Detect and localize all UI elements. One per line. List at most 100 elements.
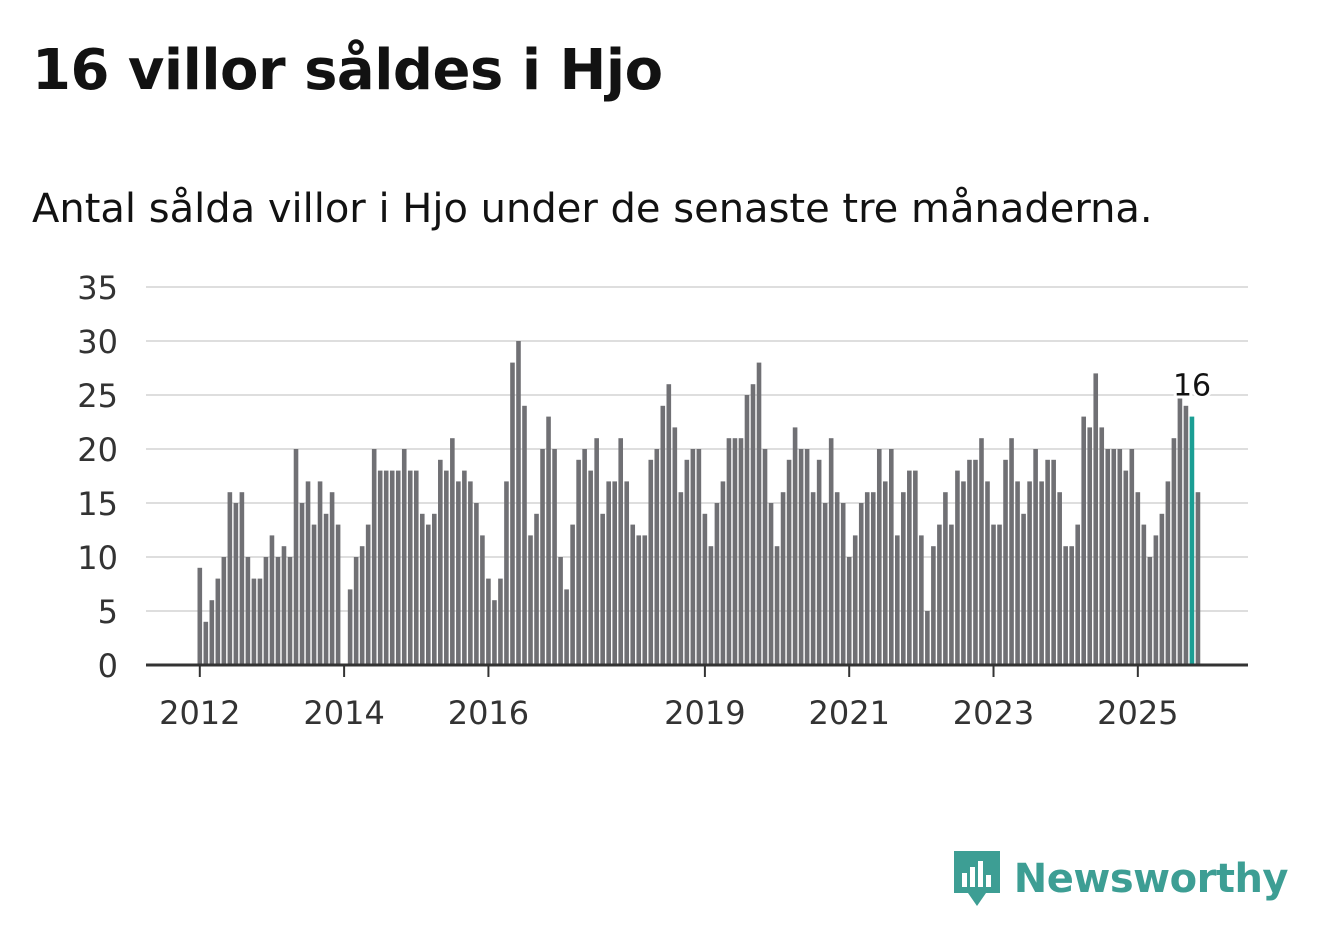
bar	[1051, 459, 1056, 665]
bar	[1099, 427, 1105, 665]
bar	[1033, 449, 1038, 665]
y-tick-label-5: 5	[98, 593, 118, 631]
x-axis-tick-labels: 2012 2014 2016 2019 2021 2023 2025	[159, 665, 1179, 732]
bar	[1093, 373, 1099, 665]
bar	[882, 481, 888, 665]
highlight-marker	[1173, 365, 1192, 384]
bar	[383, 470, 389, 665]
bar	[606, 481, 611, 665]
bar	[738, 438, 744, 665]
bar	[1021, 513, 1026, 665]
bar	[925, 611, 930, 665]
bar	[816, 459, 822, 665]
y-tick-label-0: 0	[98, 647, 118, 685]
bar	[979, 438, 984, 665]
bar	[1075, 524, 1080, 665]
bar	[792, 427, 798, 665]
bar	[347, 589, 353, 665]
bar	[810, 492, 816, 665]
bar	[708, 546, 714, 665]
bar	[919, 535, 924, 665]
chart-subtitle: Antal sålda villor i Hjo under de senast…	[32, 186, 1153, 232]
y-tick-label-20: 20	[77, 431, 118, 469]
bar	[961, 481, 966, 665]
bar	[726, 438, 732, 665]
bar	[907, 470, 912, 665]
bar	[468, 481, 473, 665]
bar	[937, 524, 942, 665]
bar	[780, 492, 786, 665]
bar	[582, 449, 587, 665]
bar	[450, 438, 455, 665]
bar	[317, 481, 323, 665]
bar	[1015, 481, 1020, 665]
bar	[419, 513, 425, 665]
x-tick-label-2014: 2014	[303, 694, 384, 732]
x-tick-label-2025: 2025	[1097, 694, 1178, 732]
bar	[462, 470, 467, 665]
bar	[864, 492, 870, 665]
bar	[576, 459, 581, 665]
bar	[985, 481, 990, 665]
bar	[1063, 546, 1068, 665]
bar	[750, 384, 756, 665]
bar	[774, 546, 780, 665]
bar	[407, 470, 413, 665]
bar	[973, 459, 978, 665]
bar	[209, 600, 215, 665]
bar	[696, 449, 702, 665]
bar	[498, 578, 503, 665]
bar	[395, 470, 401, 665]
bar	[311, 524, 317, 665]
bar	[438, 459, 443, 665]
bar	[257, 578, 263, 665]
bar	[516, 341, 521, 665]
bar	[822, 503, 828, 665]
bar	[913, 470, 918, 665]
bar	[720, 481, 726, 665]
bar	[251, 578, 257, 665]
bar	[955, 470, 960, 665]
bar	[221, 557, 227, 665]
bar	[895, 535, 900, 665]
bar	[203, 621, 209, 665]
bar	[377, 470, 383, 665]
bar	[215, 578, 221, 665]
bar	[804, 449, 810, 665]
bar-highlight	[1189, 416, 1195, 665]
bar	[570, 524, 575, 665]
bar	[1195, 492, 1201, 665]
bar	[931, 546, 936, 665]
bar	[870, 492, 876, 665]
bar	[492, 600, 497, 665]
bar	[1087, 427, 1093, 665]
bar	[768, 503, 774, 665]
bar	[684, 459, 690, 665]
bar	[997, 524, 1002, 665]
bar	[672, 427, 678, 665]
bar	[1081, 416, 1087, 665]
bar	[1111, 449, 1117, 665]
bar	[456, 481, 461, 665]
bar	[636, 535, 642, 665]
highlight-value-label: 16	[1173, 369, 1211, 404]
bar	[1177, 395, 1183, 665]
bar	[444, 470, 449, 665]
bar	[197, 567, 203, 665]
bar	[798, 449, 804, 665]
bar	[654, 449, 660, 665]
bar	[480, 535, 485, 665]
bar	[552, 449, 557, 665]
bar	[630, 524, 636, 665]
y-tick-label-15: 15	[77, 485, 118, 523]
bar	[840, 503, 846, 665]
brand-name: Newsworthy	[1013, 856, 1289, 902]
bar	[504, 481, 509, 665]
bar	[1159, 513, 1165, 665]
bar	[732, 438, 738, 665]
bar	[876, 449, 882, 665]
bar	[335, 524, 341, 665]
brand-logo: Newsworthy	[952, 849, 1289, 909]
bar	[305, 481, 311, 665]
